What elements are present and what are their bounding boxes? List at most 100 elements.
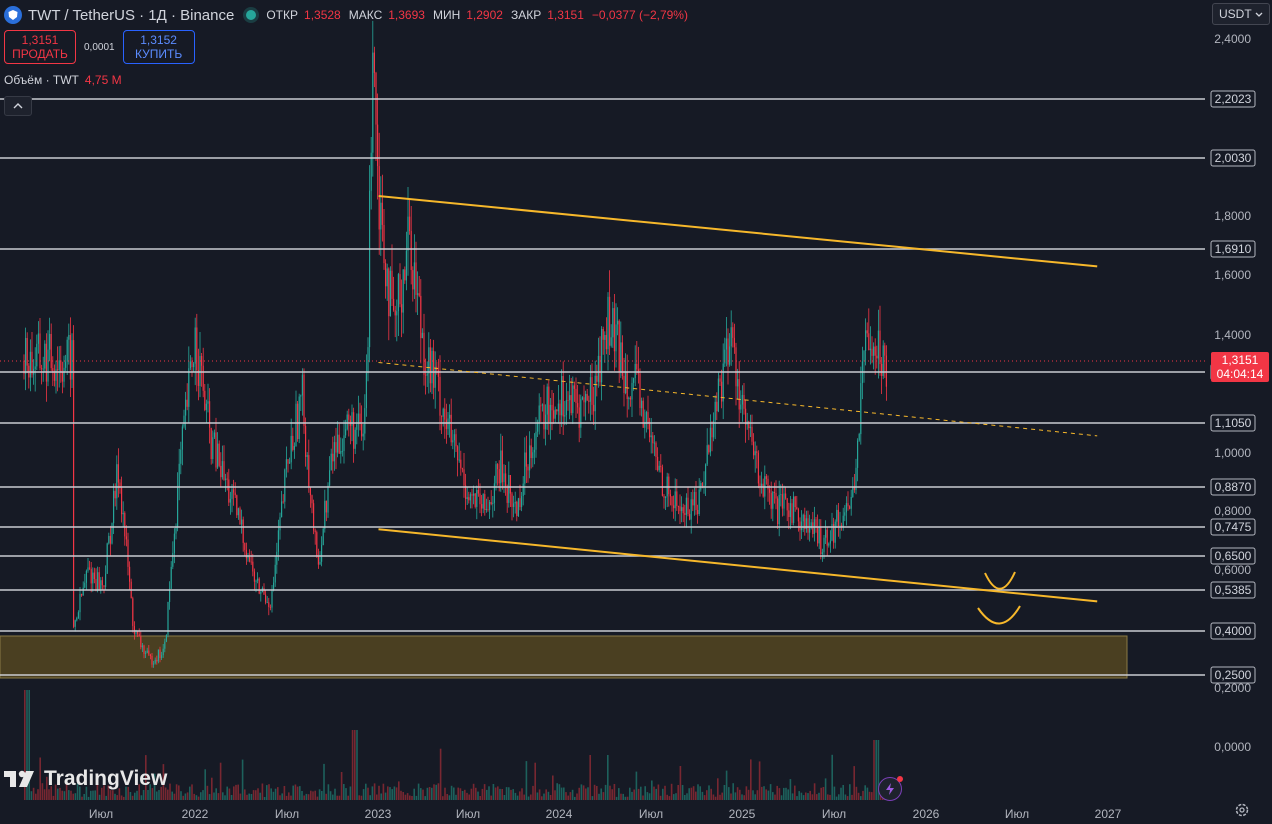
candle-body xyxy=(794,496,796,508)
candle-body xyxy=(477,489,479,494)
candle-body xyxy=(585,393,587,403)
current-price-tag xyxy=(1211,352,1269,382)
gear-icon[interactable] xyxy=(1234,802,1250,818)
volume-bar xyxy=(543,793,545,800)
candle-body xyxy=(789,503,791,517)
volume-bar xyxy=(598,793,600,800)
collapse-legend-button[interactable] xyxy=(4,96,32,116)
volume-bar xyxy=(241,759,244,800)
candle-body xyxy=(217,443,219,468)
sell-button[interactable]: 1,3151 ПРОДАТЬ xyxy=(4,30,76,64)
candle-body xyxy=(393,298,395,311)
volume-bar xyxy=(666,794,668,800)
candle-body xyxy=(807,518,809,533)
candle-body xyxy=(169,588,171,602)
volume-bar xyxy=(765,789,767,800)
candle-body xyxy=(623,375,625,393)
candle-body xyxy=(674,491,676,509)
volume-bar xyxy=(235,784,237,800)
volume-bar xyxy=(809,790,811,800)
volume-bar xyxy=(721,792,723,800)
volume-bar xyxy=(28,690,30,800)
volume-bar xyxy=(389,787,391,800)
volume-bar xyxy=(114,793,116,800)
volume-bar xyxy=(578,787,580,800)
level-tag-label: 1,1050 xyxy=(1215,416,1252,430)
candle-body xyxy=(194,327,196,364)
flash-button[interactable] xyxy=(878,776,903,801)
volume-bar xyxy=(679,766,682,800)
candle-body xyxy=(385,263,387,287)
volume-bar xyxy=(358,795,360,800)
candle-body xyxy=(116,464,118,499)
volume-bar xyxy=(250,794,253,800)
candle-body xyxy=(605,335,607,350)
candle-body xyxy=(855,467,857,490)
volume-bar xyxy=(131,795,134,800)
ohlc-readout: ОТКР 1,3528 МАКС 1,3693 МИН 1,2902 ЗАКР 1,31… xyxy=(266,8,690,22)
candle-body xyxy=(132,598,134,627)
candle-body xyxy=(876,355,878,359)
candle-body xyxy=(245,549,247,559)
candle-body xyxy=(119,482,121,488)
candle-body xyxy=(857,440,859,468)
candle-body xyxy=(233,489,235,493)
currency-selector[interactable]: USDT xyxy=(1212,3,1270,25)
volume-bar xyxy=(72,793,74,800)
volume-bar xyxy=(217,793,220,800)
volume-legend[interactable]: Объём · TWT 4,75 M xyxy=(4,73,122,87)
candle-body xyxy=(641,400,643,409)
candle-body xyxy=(711,427,713,438)
volume-bar xyxy=(864,785,866,800)
candle-body xyxy=(178,463,180,488)
symbol-title[interactable]: TWT / TetherUS · 1Д · Binance xyxy=(28,6,235,24)
buy-button[interactable]: 1,3152 КУПИТЬ xyxy=(122,30,195,64)
volume-bar xyxy=(57,788,59,800)
volume-bar xyxy=(81,796,83,800)
candle-body xyxy=(301,374,303,396)
volume-bar xyxy=(468,794,470,800)
candle-body xyxy=(885,355,887,387)
volume-bar xyxy=(325,793,327,800)
volume-bar xyxy=(428,787,431,800)
candle-body xyxy=(773,491,775,493)
volume-bar xyxy=(512,789,514,800)
volume-bar xyxy=(664,785,666,800)
candle-body xyxy=(345,429,347,436)
candle-body xyxy=(593,404,595,412)
candle-body xyxy=(204,390,206,410)
volume-bar xyxy=(827,794,829,800)
volume-bar xyxy=(347,795,349,800)
candle-body xyxy=(173,533,175,553)
candle-body xyxy=(25,338,27,374)
volume-bar xyxy=(90,790,92,800)
high-label: МАКС xyxy=(348,8,383,22)
volume-bar xyxy=(798,791,800,800)
candle-body xyxy=(253,571,255,582)
candle-body xyxy=(58,360,60,370)
candle-body xyxy=(433,350,435,388)
candle-body xyxy=(858,434,860,441)
volume-bar xyxy=(332,794,334,800)
change-value: −0,0377 (−2,79%) xyxy=(591,8,688,22)
volume-bar xyxy=(593,784,596,800)
candle-body xyxy=(170,566,172,589)
candle-body xyxy=(404,269,406,281)
volume-bar xyxy=(692,786,695,800)
volume-bar xyxy=(204,769,206,800)
volume-bar xyxy=(796,796,798,800)
volume-bar xyxy=(492,784,495,800)
candle-body xyxy=(244,542,246,550)
volume-bar xyxy=(565,792,567,800)
volume-bar xyxy=(373,783,376,800)
candle-body xyxy=(327,485,329,513)
volume-bar xyxy=(37,789,39,800)
candle-body xyxy=(71,340,73,380)
candle-body xyxy=(703,485,705,487)
volume-bar xyxy=(824,778,827,800)
candle-body xyxy=(300,395,302,397)
candle-body xyxy=(133,626,135,635)
candle-body xyxy=(580,399,582,428)
